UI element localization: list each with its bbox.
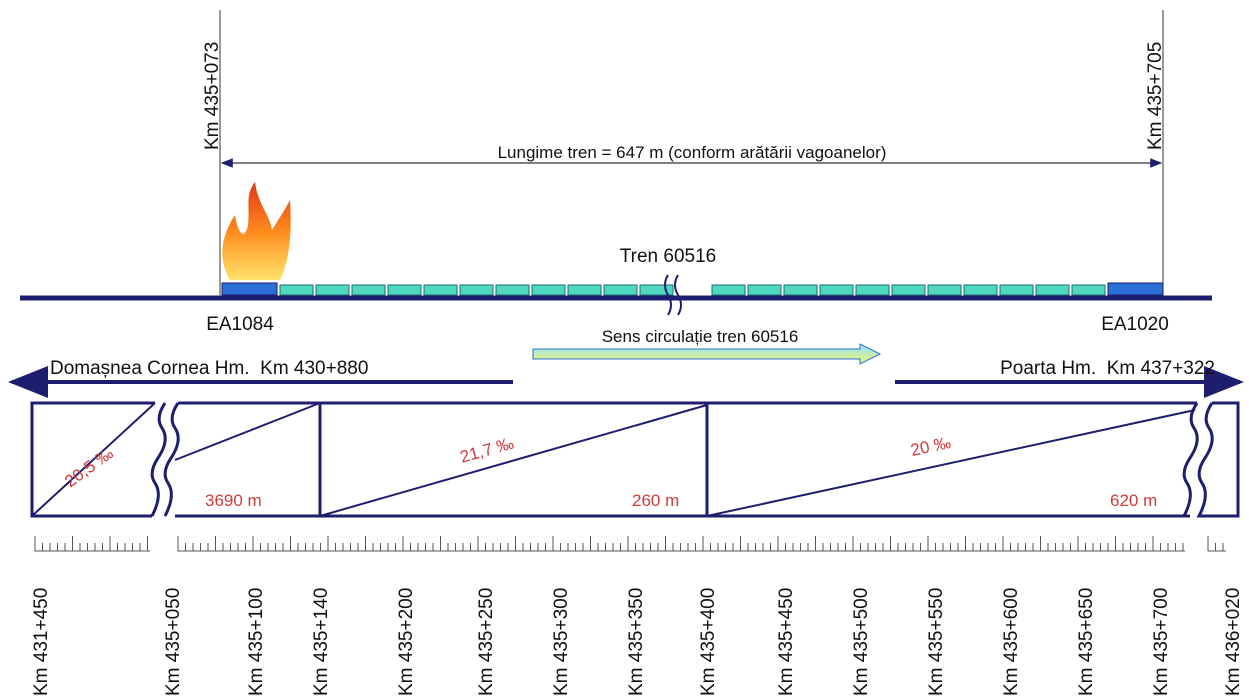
car	[783, 284, 818, 296]
car	[927, 284, 962, 296]
car	[315, 284, 350, 296]
direction-label: Sens circulație tren 60516	[602, 327, 799, 346]
km-label: Km 435+650	[1076, 588, 1097, 696]
dimension-lines	[219, 10, 1164, 295]
car	[387, 284, 422, 296]
car	[891, 284, 926, 296]
km-label: Km 435+350	[626, 588, 647, 696]
km-label: Km 435+100	[246, 588, 267, 696]
profile	[30, 401, 1240, 518]
station-right: Poarta Hm. Km 437+322	[1000, 358, 1215, 379]
loco	[1107, 282, 1164, 296]
km-label: Km 436+020	[1223, 588, 1244, 696]
length: 620 m	[1110, 491, 1157, 510]
km-label: Km 435+050	[163, 588, 184, 696]
km-label: Km 435+200	[396, 588, 417, 696]
car	[711, 284, 746, 296]
car	[1035, 284, 1070, 296]
gradient: 20 ‰	[909, 433, 953, 460]
loco	[221, 282, 278, 296]
car	[999, 284, 1034, 296]
car	[459, 284, 494, 296]
car	[963, 284, 998, 296]
fire	[222, 182, 291, 280]
loco-front: EA1020	[1101, 314, 1169, 335]
km-label: Km 435+450	[776, 588, 797, 696]
train-length: Lungime tren = 647 m (conform arătării v…	[498, 143, 887, 162]
train-cars	[279, 284, 1106, 296]
loco-rear: EA1084	[206, 314, 274, 335]
km-label: Km 431+450	[31, 588, 52, 696]
car	[639, 284, 674, 296]
length: 3690 m	[205, 491, 262, 510]
car	[423, 284, 458, 296]
km-labels: Km 431+450 Km 435+050 Km 435+100 Km 435+140…	[31, 588, 1244, 696]
gradient: 20,5 ‰	[61, 444, 117, 492]
car	[747, 284, 782, 296]
direction-arrow	[532, 343, 882, 365]
break-mark	[664, 274, 682, 316]
km-label: Km 435+600	[1001, 588, 1022, 696]
car	[495, 284, 530, 296]
car	[1071, 284, 1106, 296]
end-km: Km 435+705	[1145, 42, 1166, 150]
start-km: Km 435+073	[202, 42, 223, 150]
car	[819, 284, 854, 296]
car	[855, 284, 890, 296]
km-label: Km 435+140	[311, 588, 332, 696]
car	[567, 284, 602, 296]
ruler	[34, 536, 1226, 552]
car	[279, 284, 314, 296]
car	[531, 284, 566, 296]
train-name: Tren 60516	[620, 246, 716, 267]
length: 260 m	[632, 491, 679, 510]
km-label: Km 435+250	[476, 588, 497, 696]
car	[603, 284, 638, 296]
km-label: Km 435+550	[926, 588, 947, 696]
km-label: Km 435+700	[1151, 588, 1172, 696]
km-label: Km 435+400	[698, 588, 719, 696]
car	[351, 284, 386, 296]
km-label: Km 435+300	[551, 588, 572, 696]
station-left: Domașnea Cornea Hm. Km 430+880	[50, 358, 368, 379]
km-label: Km 435+500	[851, 588, 872, 696]
